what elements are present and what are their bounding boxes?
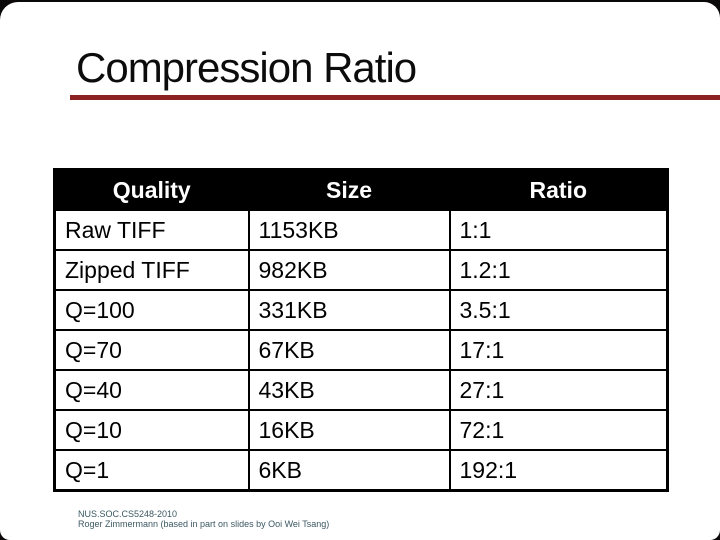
cell-size: 16KB xyxy=(247,409,451,451)
compression-table: Quality Size Ratio Raw TIFF 1153KB 1:1 Z… xyxy=(53,168,669,492)
table-header-row: Quality Size Ratio xyxy=(53,168,669,211)
cell-size: 331KB xyxy=(247,289,451,331)
cell-ratio: 3.5:1 xyxy=(448,289,669,331)
footer-attribution: Roger Zimmermann (based in part on slide… xyxy=(78,519,330,529)
cell-quality: Q=100 xyxy=(53,289,250,331)
cell-size: 43KB xyxy=(247,369,451,411)
table-row: Q=10 16KB 72:1 xyxy=(53,409,669,451)
cell-quality: Zipped TIFF xyxy=(53,249,250,291)
cell-ratio: 17:1 xyxy=(448,329,669,371)
table-row: Zipped TIFF 982KB 1.2:1 xyxy=(53,249,669,291)
title-underline xyxy=(70,95,720,100)
slide-footer: NUS.SOC.CS5248-2010 Roger Zimmermann (ba… xyxy=(78,509,329,529)
header-cell-ratio: Ratio xyxy=(448,168,669,211)
cell-quality: Q=40 xyxy=(53,369,250,411)
table-row: Q=40 43KB 27:1 xyxy=(53,369,669,411)
table-row: Q=70 67KB 17:1 xyxy=(53,329,669,371)
cell-quality: Raw TIFF xyxy=(53,209,250,251)
header-cell-quality: Quality xyxy=(53,168,250,211)
cell-ratio: 192:1 xyxy=(448,449,669,492)
cell-quality: Q=70 xyxy=(53,329,250,371)
cell-size: 6KB xyxy=(247,449,451,492)
footer-course-code: NUS.SOC.CS5248-2010 xyxy=(78,509,178,519)
cell-ratio: 1.2:1 xyxy=(448,249,669,291)
table-row: Q=1 6KB 192:1 xyxy=(53,449,669,492)
cell-size: 1153KB xyxy=(247,209,451,251)
table-row: Raw TIFF 1153KB 1:1 xyxy=(53,209,669,251)
cell-ratio: 72:1 xyxy=(448,409,669,451)
cell-quality: Q=1 xyxy=(53,449,250,492)
page-title: Compression Ratio xyxy=(76,44,417,91)
header-cell-size: Size xyxy=(247,168,451,211)
cell-size: 982KB xyxy=(247,249,451,291)
cell-ratio: 27:1 xyxy=(448,369,669,411)
table-row: Q=100 331KB 3.5:1 xyxy=(53,289,669,331)
cell-ratio: 1:1 xyxy=(448,209,669,251)
cell-size: 67KB xyxy=(247,329,451,371)
cell-quality: Q=10 xyxy=(53,409,250,451)
